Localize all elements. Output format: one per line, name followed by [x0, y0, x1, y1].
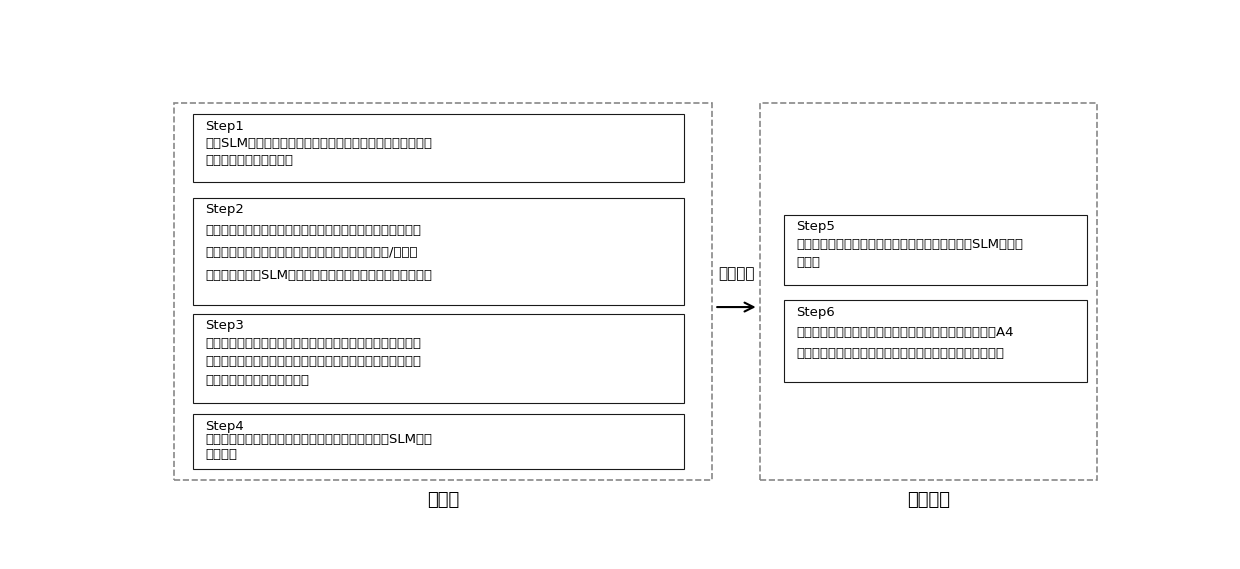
- Text: Step6: Step6: [796, 306, 835, 319]
- Text: 决定对其加载体热源或面热源: 决定对其加载体热源或面热源: [205, 374, 309, 387]
- Text: 学属性: 学属性: [796, 256, 820, 269]
- Text: Step5: Step5: [796, 220, 835, 233]
- Bar: [193, 114, 683, 182]
- Bar: [193, 414, 683, 469]
- Text: Step2: Step2: [205, 203, 244, 216]
- Text: 在构件基体底部加载固定环境温度，在与金属粉末接触各表面: 在构件基体底部加载固定环境温度，在与金属粉末接触各表面: [205, 337, 420, 350]
- Text: Step1: Step1: [205, 119, 244, 133]
- Bar: [785, 300, 1087, 382]
- Text: 选取SLM加工工艺参数，在流体分析软件中采用自定义函数的: 选取SLM加工工艺参数，在流体分析软件中采用自定义函数的: [205, 137, 432, 150]
- Text: 流固耦合: 流固耦合: [718, 266, 755, 281]
- Text: 激光吸收率及激光渗透系数，同时区别金属粉末与固/液态材: 激光吸收率及激光渗透系数，同时区别金属粉末与固/液态材: [205, 246, 418, 259]
- Text: 方法对工艺参数进行编译: 方法对工艺参数进行编译: [205, 154, 293, 167]
- Text: 对模型底部添加位移约束，并在力学分析模型上加载步骤A4: 对模型底部添加位移约束，并在力学分析模型上加载步骤A4: [796, 326, 1013, 339]
- Bar: [174, 104, 713, 480]
- Text: Step4: Step4: [205, 420, 244, 432]
- Text: 在确定时间步长和步数基础上，通过瞬态热分析得到SLM构件: 在确定时间步长和步数基础上，通过瞬态热分析得到SLM构件: [205, 434, 432, 446]
- Bar: [760, 104, 1096, 480]
- Bar: [193, 314, 683, 403]
- Text: 所得温度场，利用有限元分析方法得到构件的应力场及变形: 所得温度场，利用有限元分析方法得到构件的应力场及变形: [796, 347, 1004, 360]
- Text: 根据材料力学属性修改模型并利用生死单元法控制SLM单元力: 根据材料力学属性修改模型并利用生死单元法控制SLM单元力: [796, 238, 1023, 251]
- Text: Step3: Step3: [205, 319, 244, 332]
- Bar: [785, 215, 1087, 285]
- Text: 通过对金属粉末进行激光渗透照射实验，分析得出金属粉末层: 通过对金属粉末进行激光渗透照射实验，分析得出金属粉末层: [205, 224, 420, 237]
- Bar: [193, 197, 683, 305]
- Text: 设置绝缘，在加热面设置表面张力，同时根据加热面的相态，: 设置绝缘，在加热面设置表面张力，同时根据加热面的相态，: [205, 356, 420, 368]
- Text: 热分析: 热分析: [427, 491, 460, 509]
- Text: 料属性，并依据SLM构件尺寸建立可逐层激活单元的仿真模型: 料属性，并依据SLM构件尺寸建立可逐层激活单元的仿真模型: [205, 269, 432, 282]
- Text: 的温度场: 的温度场: [205, 448, 237, 461]
- Text: 力学分析: 力学分析: [908, 491, 950, 509]
